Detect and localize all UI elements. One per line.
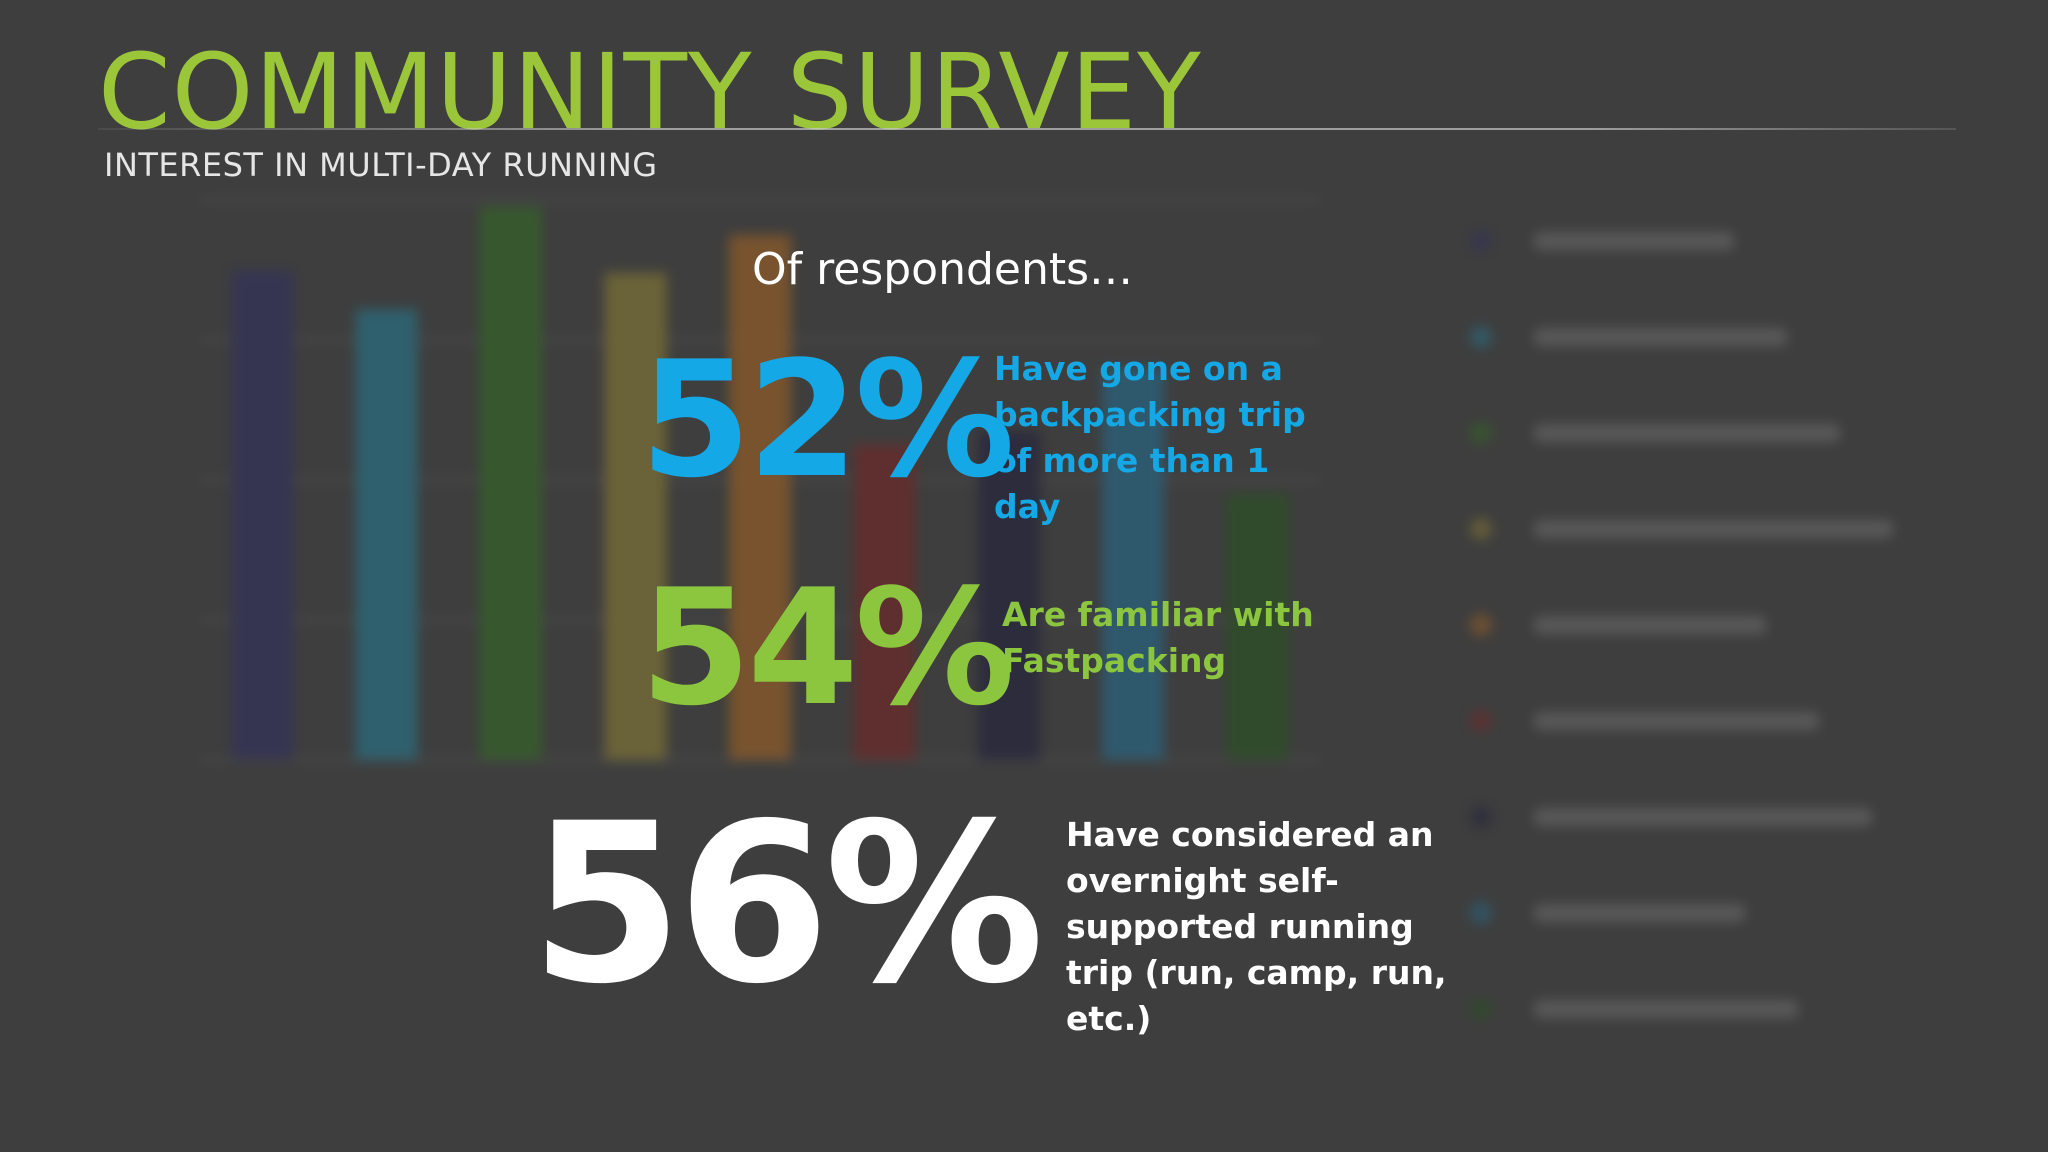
legend-item: [1470, 518, 1893, 540]
legend-item: [1470, 998, 1798, 1020]
legend-label-blur: [1534, 232, 1734, 250]
title-divider: [98, 128, 1956, 130]
legend-item: [1470, 902, 1745, 924]
chart-bar: [1226, 494, 1289, 760]
legend-label-blur: [1534, 904, 1745, 922]
legend-label-blur: [1534, 808, 1872, 826]
slide-subtitle: INTEREST IN MULTI-DAY RUNNING: [104, 146, 658, 184]
legend-item: [1470, 710, 1819, 732]
legend-dot: [1470, 614, 1492, 636]
legend-item: [1470, 614, 1766, 636]
chart-bar: [231, 270, 294, 760]
legend-dot: [1470, 518, 1492, 540]
legend-dot: [1470, 902, 1492, 924]
stat-overnight-value: 56%: [530, 776, 1045, 1032]
legend-item: [1470, 230, 1734, 252]
stat-fastpacking-text: Are familiar with Fastpacking: [1002, 595, 1314, 680]
chart-bar: [1102, 368, 1165, 760]
stat-fastpacking-value: 54%: [640, 554, 1015, 741]
chart-bar: [977, 431, 1040, 760]
stat-backpacking-text: Have gone on a backpacking trip of more …: [994, 349, 1306, 526]
legend-label-blur: [1534, 520, 1893, 538]
chart-bar: [729, 235, 791, 760]
legend-label-blur: [1534, 328, 1787, 346]
legend-dot: [1470, 806, 1492, 828]
slide-title: COMMUNITY SURVEY: [98, 31, 1202, 153]
lead-text: Of respondents…: [752, 244, 1134, 295]
legend-item: [1470, 806, 1872, 828]
chart-gridlines: [200, 199, 1320, 761]
legend-label-blur: [1534, 616, 1766, 634]
legend-label-blur: [1534, 712, 1819, 730]
legend-item: [1470, 326, 1787, 348]
chart-bar: [604, 272, 667, 760]
legend-dot: [1470, 326, 1492, 348]
stat-overnight-text: Have considered an overnight self-suppor…: [1066, 815, 1447, 1038]
legend-dot: [1470, 422, 1492, 444]
legend-dot: [1470, 998, 1492, 1020]
background-legend: [1470, 120, 2030, 1100]
legend-label-blur: [1534, 424, 1840, 442]
stat-backpacking-value: 52%: [640, 326, 1015, 513]
chart-bars: [231, 207, 1289, 760]
legend-dot: [1470, 230, 1492, 252]
legend-item: [1470, 422, 1840, 444]
legend-dot: [1470, 710, 1492, 732]
legend-label-blur: [1534, 1000, 1798, 1018]
chart-bar: [480, 207, 543, 760]
chart-bar: [355, 309, 418, 760]
chart-bar: [853, 445, 916, 760]
